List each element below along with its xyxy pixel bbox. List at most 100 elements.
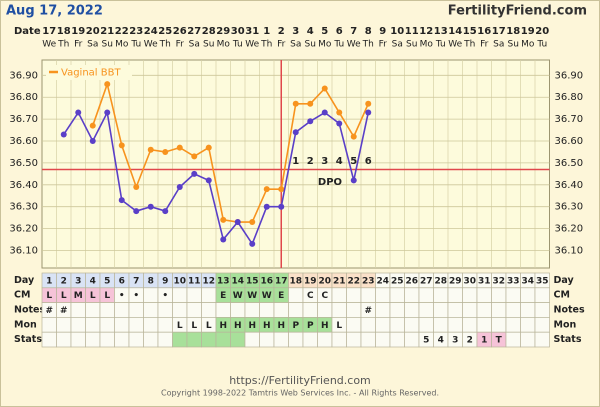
table-cell [41, 331, 57, 348]
cell-text: 7 [133, 276, 139, 286]
table-cell [172, 331, 188, 348]
cell-text: 8 [148, 276, 154, 286]
table-cell [389, 317, 405, 333]
y-tick-label-right: 36.70 [555, 114, 584, 125]
footer-copyright: Copyright 1998-2022 Tamtris Web Services… [161, 389, 439, 398]
date-label: 25 [158, 26, 172, 37]
row-label-right: Stats [554, 334, 582, 345]
series-point [176, 144, 183, 151]
table-cell [476, 317, 492, 333]
weekday-label: Sa [87, 40, 98, 50]
cell-text: 15 [246, 276, 259, 286]
cell-text: • [133, 291, 139, 301]
table-cell [447, 302, 463, 318]
cell-text: L [191, 321, 197, 331]
table-cell [418, 317, 434, 333]
table-cell [331, 287, 347, 303]
y-tick-label-right: 36.50 [555, 158, 584, 169]
cell-text: L [206, 321, 212, 331]
cell-text: 9 [162, 276, 168, 286]
table-cell [534, 302, 550, 318]
table-cell [389, 331, 405, 348]
cell-text: 2 [467, 336, 473, 346]
table-cell [128, 302, 144, 318]
series-point [104, 109, 111, 116]
table-cell [404, 302, 420, 318]
table-cell [302, 331, 318, 348]
cell-text: 5 [423, 336, 429, 346]
table-cell [433, 317, 449, 333]
weekday-label: Sa [493, 40, 504, 50]
series-point [220, 236, 227, 243]
row-label-right: Mon [554, 319, 577, 330]
series-point [147, 146, 154, 153]
table-cell [520, 331, 536, 348]
series-point [307, 118, 314, 125]
cell-text: C [307, 291, 314, 301]
series-point [365, 109, 372, 116]
cell-text: 22 [347, 276, 360, 286]
table-cell [201, 331, 217, 348]
cell-text: L [46, 291, 52, 301]
date-label: 8 [365, 26, 372, 37]
date-label: 12 [419, 26, 433, 37]
cell-text: L [336, 321, 342, 331]
date-label: 17 [42, 26, 56, 37]
cell-text: 27 [420, 276, 433, 286]
cell-text: H [219, 321, 227, 331]
table-cell [288, 331, 304, 348]
dpo-number: 1 [292, 156, 299, 167]
table-cell [389, 287, 405, 303]
weekday-label: We [448, 40, 462, 50]
cell-text: L [177, 321, 183, 331]
weekday-label: We [347, 40, 361, 50]
date-label: 18 [57, 26, 71, 37]
legend-box [46, 65, 132, 80]
cell-text: 13 [217, 276, 230, 286]
table-cell [476, 287, 492, 303]
cell-text: 2 [61, 276, 67, 286]
table-cell [331, 331, 347, 348]
table-cell [186, 331, 202, 348]
table-cell [230, 302, 246, 318]
date-label: 16 [477, 26, 491, 37]
table-cell [201, 302, 217, 318]
cell-text: E [278, 291, 284, 301]
row-label-right: Day [554, 275, 575, 286]
cell-text: 18 [289, 276, 302, 286]
table-cell [447, 287, 463, 303]
dpo-number: 6 [365, 156, 372, 167]
weekday-label: Mo [217, 40, 231, 50]
cell-text: 5 [104, 276, 110, 286]
dpo-number: 2 [307, 156, 314, 167]
cell-text: H [263, 321, 271, 331]
series-point [249, 219, 256, 226]
table-cell [114, 317, 130, 333]
series-point [321, 85, 328, 92]
weekday-label: Th [362, 40, 374, 50]
table-cell [404, 331, 420, 348]
table-cell [157, 302, 173, 318]
date-label: 3 [292, 26, 299, 37]
y-tick-label-right: 36.10 [555, 245, 584, 256]
dpo-label: DPO [318, 177, 342, 188]
cell-text: 19 [304, 276, 317, 286]
dpo-number: 4 [336, 156, 343, 167]
table-cell [346, 331, 362, 348]
date-label: 15 [463, 26, 477, 37]
weekday-label: Fr [176, 40, 185, 50]
y-tick-label: 36.40 [9, 180, 38, 191]
weekday-label: Th [159, 40, 171, 50]
site-name: FertilityFriend.com [448, 4, 587, 19]
row-label: CM [14, 290, 30, 301]
cell-text: 1 [481, 336, 487, 346]
series-point [365, 100, 372, 107]
table-cell [56, 331, 72, 348]
cell-text: 17 [275, 276, 288, 286]
cell-text: 33 [507, 276, 520, 286]
table-cell [215, 331, 231, 348]
date-label: 23 [129, 26, 143, 37]
series-point [278, 203, 285, 210]
